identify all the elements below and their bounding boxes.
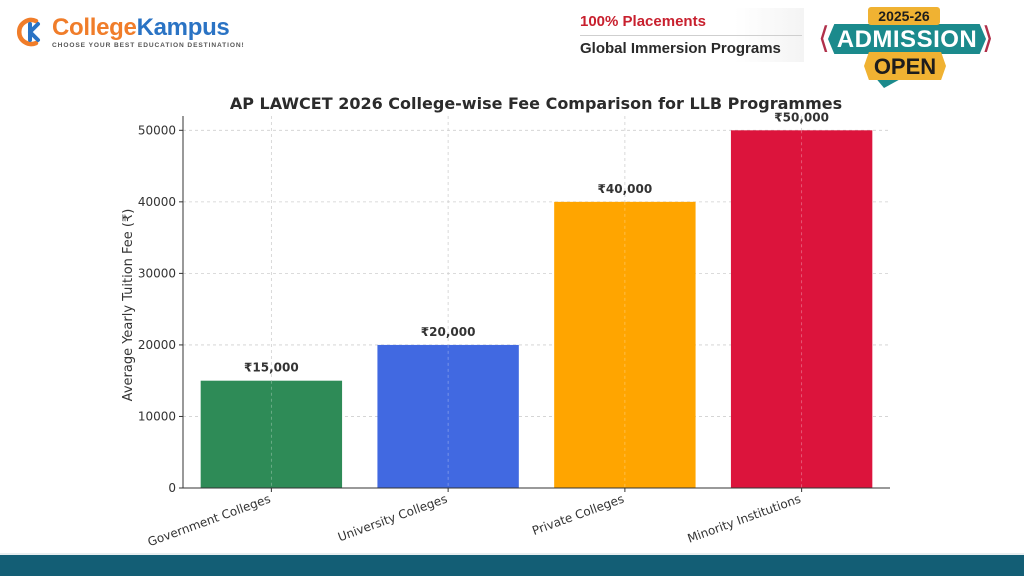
y-tick-label: 10000	[138, 409, 176, 423]
x-tick-label: Minority Institutions	[686, 492, 803, 546]
chart-bars	[200, 130, 873, 489]
chart-x-ticks: Government Colleges University Colleges Pr…	[146, 488, 803, 549]
badge-admission: ADMISSION	[828, 24, 986, 54]
y-tick-label: 30000	[138, 266, 176, 280]
chart-axes	[182, 116, 890, 489]
bar-value-label: ₹50,000	[774, 110, 829, 124]
logo-name: CollegeKampus	[52, 14, 230, 42]
bar-minority-institutions	[730, 130, 873, 489]
bar-value-label: ₹20,000	[421, 325, 476, 339]
chart-title: AP LAWCET 2026 College-wise Fee Comparis…	[230, 94, 842, 113]
admission-open-badge[interactable]: ⟨ ⟩ ADMISSION 2025-26 OPEN	[818, 4, 996, 92]
promo-immersion: Global Immersion Programs	[580, 40, 781, 57]
footer-divider	[0, 553, 1024, 555]
promo-divider	[580, 35, 802, 36]
bar-private-colleges	[554, 201, 696, 488]
y-tick-label: 0	[168, 481, 176, 495]
x-tick-label: University Colleges	[336, 492, 449, 545]
fee-comparison-chart: AP LAWCET 2026 College-wise Fee Comparis…	[121, 94, 890, 549]
y-tick-label: 40000	[138, 195, 176, 209]
promo-placements: 100% Placements	[580, 13, 706, 30]
badge-open: OPEN	[864, 52, 946, 80]
logo-name-college: College	[52, 14, 137, 41]
y-axis-label: Average Yearly Tuition Fee (₹)	[121, 209, 136, 402]
logo-mark-icon	[17, 17, 40, 47]
y-tick-label: 50000	[138, 123, 176, 137]
x-tick-label: Private Colleges	[530, 492, 626, 538]
bar-value-label: ₹15,000	[244, 361, 299, 375]
chart-value-labels: ₹15,000 ₹20,000 ₹40,000 ₹50,000	[244, 110, 829, 374]
chevron-right-icon: ⟩	[982, 21, 994, 56]
x-tick-label: Government Colleges	[146, 492, 273, 550]
chevron-left-icon: ⟨	[818, 21, 830, 56]
logo-tagline: CHOOSE YOUR BEST EDUCATION DESTINATION!	[52, 42, 245, 49]
collegekampus-logo[interactable]: CollegeKampus CHOOSE YOUR BEST EDUCATION…	[16, 14, 246, 54]
bar-government-colleges	[200, 380, 343, 488]
bar-university-colleges	[377, 344, 519, 488]
logo-name-kampus: Kampus	[136, 14, 230, 41]
bar-value-label: ₹40,000	[598, 182, 653, 196]
chart-y-ticks: 0 10000 20000 30000 40000 50000	[138, 123, 183, 495]
promo-banner[interactable]: 100% Placements Global Immersion Program…	[572, 8, 804, 62]
y-tick-label: 20000	[138, 338, 176, 352]
footer-bar	[0, 555, 1024, 576]
badge-year: 2025-26	[868, 7, 940, 25]
